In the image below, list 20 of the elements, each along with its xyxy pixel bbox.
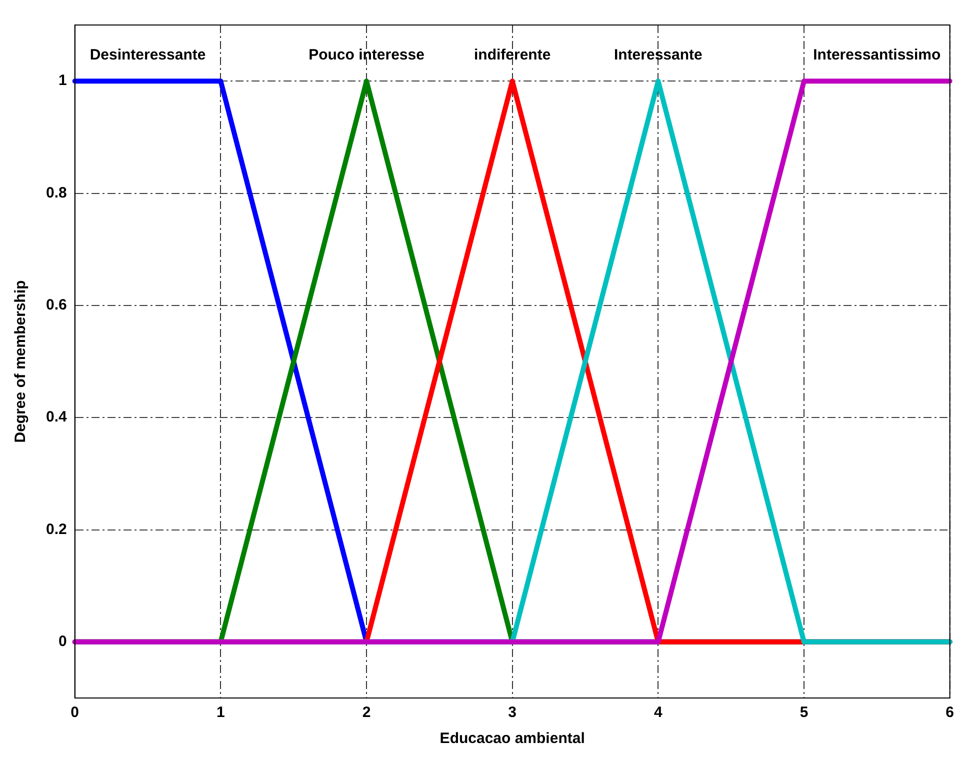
y-tick-label: 0 xyxy=(58,633,67,650)
x-tick-label: 3 xyxy=(508,704,517,722)
y-tick-label: 0.8 xyxy=(46,184,67,202)
y-tick-label: 0.2 xyxy=(46,520,67,538)
x-tick-label: 2 xyxy=(362,704,371,722)
y-tick-label: 0.6 xyxy=(46,296,67,314)
y-tick-label: 1 xyxy=(58,72,67,90)
series-label: indiferente xyxy=(474,46,551,64)
y-tick-label: 0.4 xyxy=(46,408,68,426)
x-axis-title: Educacao ambiental xyxy=(440,730,585,748)
series-label: Interessante xyxy=(614,46,702,64)
series-label: Desinteressante xyxy=(90,46,206,64)
x-tick-label: 1 xyxy=(216,704,225,722)
x-tick-label: 6 xyxy=(946,704,954,722)
series-label: Pouco interesse xyxy=(308,46,424,64)
x-tick-label: 4 xyxy=(654,704,663,722)
x-tick-label: 0 xyxy=(70,704,80,722)
series-label: Interessantissimo xyxy=(813,46,941,64)
y-axis-title: Degree of membership xyxy=(12,280,30,443)
x-tick-label: 5 xyxy=(800,704,808,722)
